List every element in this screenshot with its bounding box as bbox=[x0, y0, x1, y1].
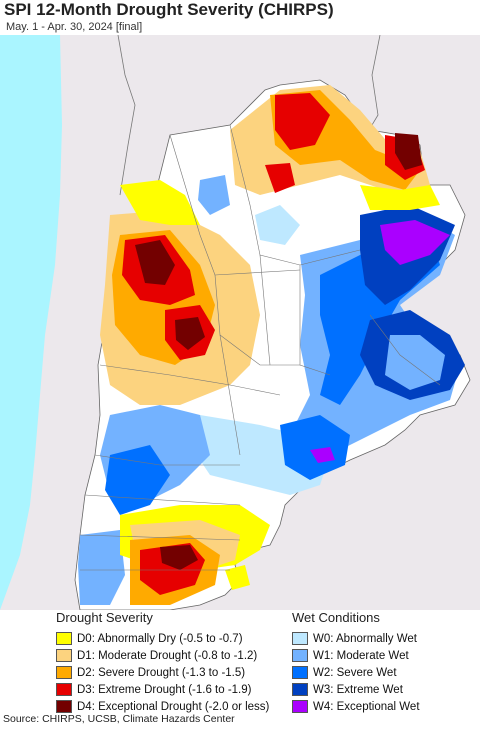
legend-label: W2: Severe Wet bbox=[313, 666, 397, 679]
legend-swatch-w0 bbox=[292, 632, 308, 645]
source-credit: Source: CHIRPS, UCSB, Climate Hazards Ce… bbox=[3, 713, 235, 725]
legend-wet-title: Wet Conditions bbox=[292, 610, 380, 625]
legend-item: W1: Moderate Wet bbox=[292, 647, 420, 664]
dry-d4-center bbox=[175, 317, 205, 350]
wet-w1-patagonia-west bbox=[78, 530, 125, 605]
drought-map bbox=[0, 35, 480, 610]
wet-w2-bsas bbox=[280, 415, 350, 480]
dry-d3-chaco bbox=[265, 163, 295, 193]
legend-swatch-w3 bbox=[292, 683, 308, 696]
map-subtitle: May. 1 - Apr. 30, 2024 [final] bbox=[6, 21, 143, 33]
legend: Drought Severity Wet Conditions D0: Abno… bbox=[0, 610, 480, 713]
legend-swatch-d0 bbox=[56, 632, 72, 645]
legend-drought-list: D0: Abnormally Dry (-0.5 to -0.7) D1: Mo… bbox=[56, 630, 269, 715]
legend-label: W4: Exceptional Wet bbox=[313, 700, 420, 713]
legend-label: D4: Exceptional Drought (-2.0 or less) bbox=[77, 700, 270, 713]
legend-item: W2: Severe Wet bbox=[292, 664, 420, 681]
legend-swatch-d4 bbox=[56, 700, 72, 713]
legend-item: W0: Abnormally Wet bbox=[292, 630, 420, 647]
legend-swatch-w2 bbox=[292, 666, 308, 679]
legend-swatch-d1 bbox=[56, 649, 72, 662]
legend-swatch-w4 bbox=[292, 700, 308, 713]
legend-swatch-w1 bbox=[292, 649, 308, 662]
wet-w1-uruguay bbox=[385, 335, 445, 390]
wet-w1-north-spot bbox=[255, 205, 300, 245]
legend-item: W3: Extreme Wet bbox=[292, 681, 420, 698]
dry-d0-west bbox=[120, 180, 200, 225]
legend-swatch-d2 bbox=[56, 666, 72, 679]
legend-item: D2: Severe Drought (-1.3 to -1.5) bbox=[56, 664, 269, 681]
legend-label: D2: Severe Drought (-1.3 to -1.5) bbox=[77, 666, 246, 679]
legend-label: D3: Extreme Drought (-1.6 to -1.9) bbox=[77, 683, 252, 696]
wet-w4-bsas bbox=[310, 447, 335, 463]
map-title: SPI 12-Month Drought Severity (CHIRPS) bbox=[4, 0, 334, 19]
legend-item: D4: Exceptional Drought (-2.0 or less) bbox=[56, 698, 269, 715]
legend-item: D0: Abnormally Dry (-0.5 to -0.7) bbox=[56, 630, 269, 647]
legend-drought-title: Drought Severity bbox=[56, 610, 153, 625]
legend-wet-list: W0: Abnormally Wet W1: Moderate Wet W2: … bbox=[292, 630, 420, 715]
dry-d4-northeast bbox=[395, 133, 422, 170]
province-boundaries bbox=[79, 124, 441, 571]
legend-item: W4: Exceptional Wet bbox=[292, 698, 420, 715]
legend-label: W0: Abnormally Wet bbox=[313, 632, 417, 645]
legend-label: D0: Abnormally Dry (-0.5 to -0.7) bbox=[77, 632, 243, 645]
legend-item: D1: Moderate Drought (-0.8 to -1.2) bbox=[56, 647, 269, 664]
legend-item: D3: Extreme Drought (-1.6 to -1.9) bbox=[56, 681, 269, 698]
country-border-chile bbox=[117, 35, 136, 196]
dry-d3-north bbox=[275, 93, 330, 150]
legend-label: W3: Extreme Wet bbox=[313, 683, 403, 696]
wet-w4-misiones bbox=[380, 220, 450, 265]
legend-label: W1: Moderate Wet bbox=[313, 649, 409, 662]
dry-d4-patagonia bbox=[160, 545, 198, 570]
dry-d0-northeast bbox=[360, 185, 440, 210]
wet-w2-chaco-spot bbox=[198, 175, 230, 215]
legend-label: D1: Moderate Drought (-0.8 to -1.2) bbox=[77, 649, 258, 662]
dry-d0-patagonia-coast bbox=[225, 565, 250, 590]
dry-d4-west bbox=[135, 240, 175, 285]
legend-swatch-d3 bbox=[56, 683, 72, 696]
